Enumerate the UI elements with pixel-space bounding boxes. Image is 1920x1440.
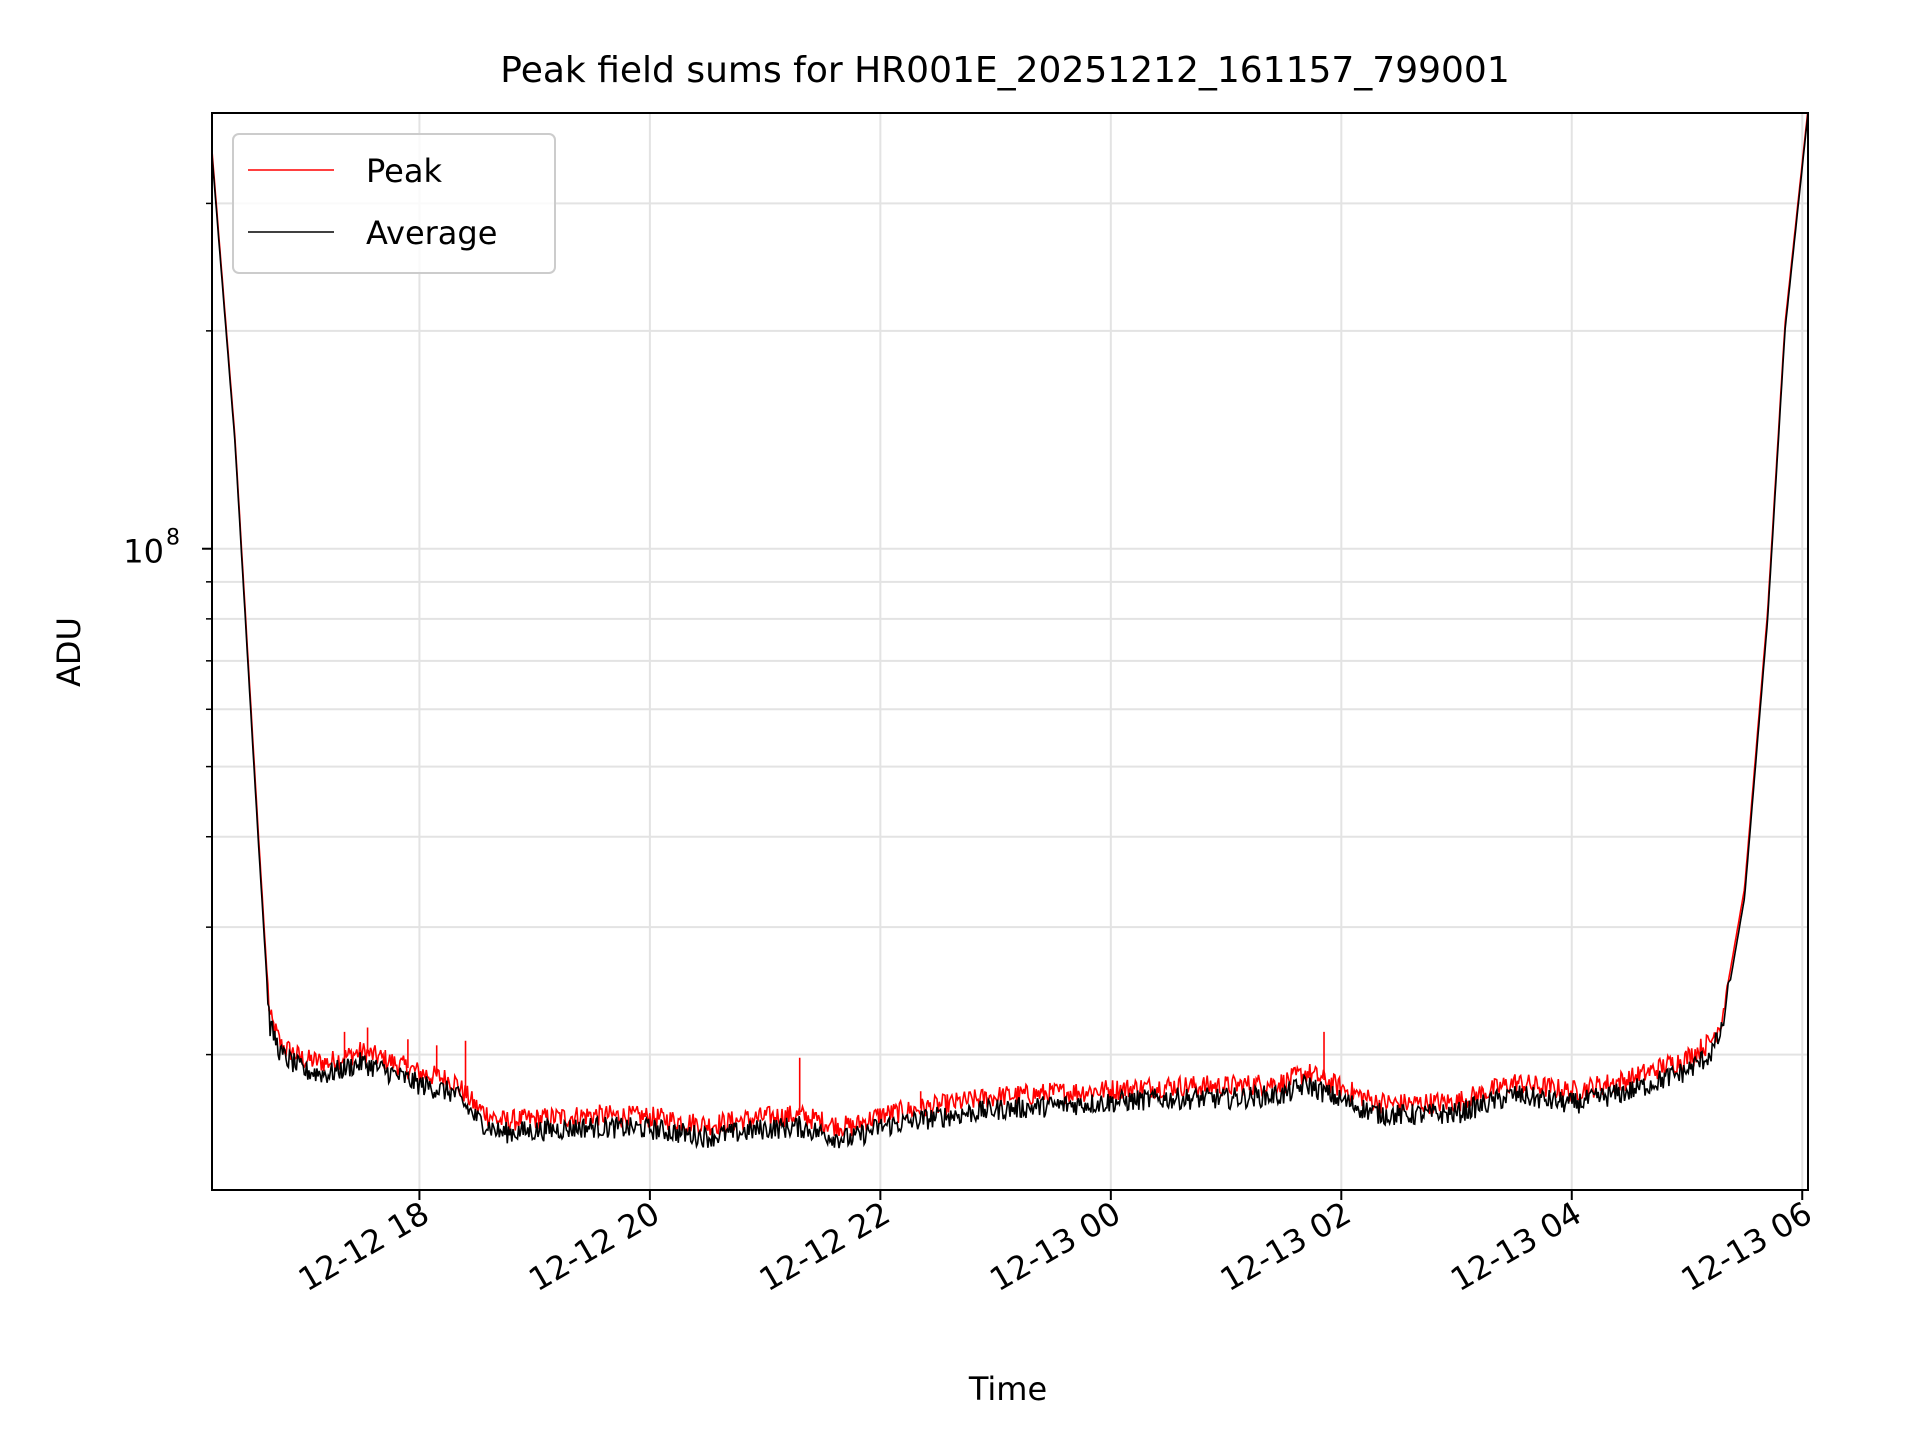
y-axis-ticks: 10 8 [123, 202, 212, 1056]
legend-average-label: Average [366, 214, 497, 252]
y-tick-label: 10 [123, 533, 164, 571]
y-tick-exponent: 8 [166, 526, 180, 551]
legend: Peak Average [232, 133, 556, 274]
chart-title: Peak field sums for HR001E_20251212_1611… [500, 50, 1509, 91]
plot-series [212, 113, 1808, 1150]
series-line-average [212, 113, 1808, 1150]
plot-frame [211, 112, 1809, 1191]
grid [212, 113, 1808, 1190]
legend-box [232, 133, 556, 274]
x-axis-label: Time [968, 1370, 1047, 1408]
y-axis-label: ADU [50, 617, 88, 687]
legend-peak-label: Peak [366, 152, 442, 190]
